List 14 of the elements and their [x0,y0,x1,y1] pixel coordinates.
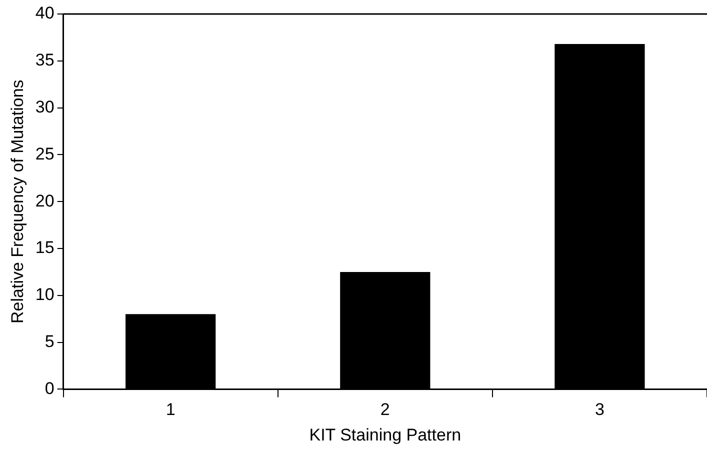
y-tick-label: 30 [35,97,54,116]
y-tick-label: 20 [35,191,54,210]
y-tick-label: 25 [35,144,54,164]
x-tick-label: 3 [594,400,604,420]
y-tick-label: 35 [35,50,54,70]
y-tick-label: 40 [35,4,54,23]
x-tick-label: 1 [166,400,176,420]
y-axis-title: Relative Frequency of Mutations [8,80,27,324]
y-tick-label: 10 [35,285,54,304]
x-tick-label: 2 [380,400,390,420]
x-axis-title: KIT Staining Pattern [309,425,462,444]
y-tick-label: 15 [35,238,54,258]
y-tick-label: 0 [44,378,54,398]
y-tick-label: 5 [44,332,54,351]
